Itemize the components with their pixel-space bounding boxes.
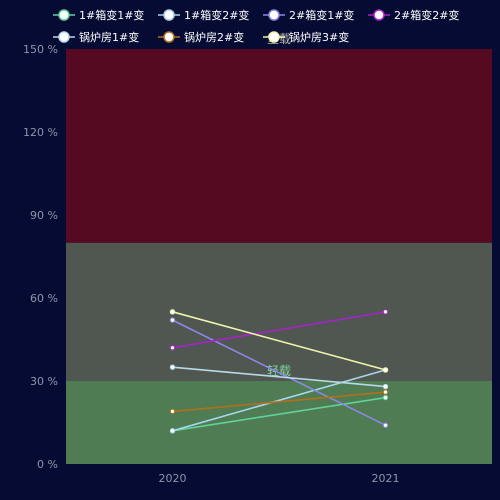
series-line-5[interactable] [172, 391, 386, 413]
legend-marker-icon [373, 9, 385, 21]
data-point[interactable] [169, 428, 176, 434]
series-line-6[interactable] [172, 311, 386, 371]
band-2 [66, 49, 492, 243]
legend-marker-icon [163, 31, 175, 43]
series-line-1[interactable] [172, 369, 386, 432]
legend-marker-icon [268, 31, 280, 43]
data-point[interactable] [382, 394, 389, 401]
band-label: 轻载 [267, 364, 291, 378]
legend-item[interactable]: 2#箱变2#变 [368, 8, 459, 22]
legend-item[interactable]: 锅炉房1#变 [53, 30, 139, 44]
x-axis: 2020 2021 [159, 472, 400, 485]
legend-label: 1#箱变2#变 [184, 8, 249, 22]
series-line-0[interactable] [172, 396, 386, 432]
x-tick-label: 2021 [372, 472, 400, 485]
series-points [169, 309, 389, 434]
legend-item[interactable]: 1#箱变1#变 [53, 8, 144, 22]
y-tick-label: 90 % [30, 209, 58, 222]
y-axis: 0 % 30 % 60 % 90 % 120 % 150 % [23, 43, 58, 471]
band-1 [66, 242, 492, 381]
data-point[interactable] [169, 317, 176, 323]
data-point[interactable] [169, 309, 176, 315]
data-point[interactable] [382, 383, 389, 390]
legend-item[interactable]: 1#箱变2#变 [158, 8, 249, 22]
y-tick-label: 30 % [30, 375, 58, 388]
data-point[interactable] [382, 422, 389, 428]
legend-label: 1#箱变1#变 [79, 8, 144, 22]
series-line-2[interactable] [172, 319, 386, 426]
data-point[interactable] [382, 309, 389, 315]
y-tick-label: 120 % [23, 126, 58, 139]
data-point[interactable] [382, 389, 389, 395]
legend-marker-icon [58, 31, 70, 43]
data-point[interactable] [169, 345, 176, 351]
load-bands: 轻载重载 [66, 32, 492, 464]
y-tick-label: 0 % [37, 458, 58, 471]
legend-label: 锅炉房3#变 [289, 30, 349, 44]
y-tick-label: 150 % [23, 43, 58, 56]
series-lines [172, 311, 386, 432]
data-point[interactable] [382, 367, 389, 373]
band-0 [66, 381, 492, 464]
legend-label: 锅炉房1#变 [79, 30, 139, 44]
y-tick-label: 60 % [30, 292, 58, 305]
legend-item[interactable]: 锅炉房2#变 [158, 30, 244, 44]
x-tick-label: 2020 [159, 472, 187, 485]
legend-item[interactable]: 锅炉房3#变 [263, 30, 349, 44]
legend-label: 锅炉房2#变 [184, 30, 244, 44]
series-line-3[interactable] [172, 311, 386, 349]
data-point[interactable] [169, 408, 176, 415]
legend-marker-icon [268, 9, 280, 21]
series-line-4[interactable] [172, 366, 386, 388]
data-point[interactable] [169, 364, 176, 370]
legend-marker-icon [58, 9, 70, 21]
legend-label: 2#箱变1#变 [289, 8, 354, 22]
legend-marker-icon [163, 9, 175, 21]
legend-item[interactable]: 2#箱变1#变 [263, 8, 354, 22]
legend-label: 2#箱变2#变 [394, 8, 459, 22]
